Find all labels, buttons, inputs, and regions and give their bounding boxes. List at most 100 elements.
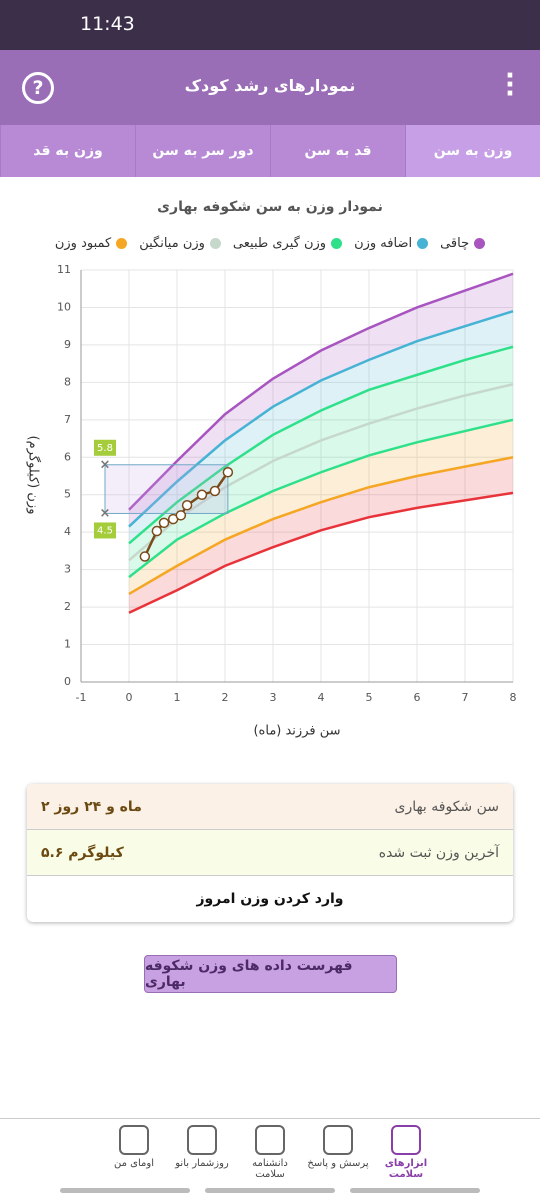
info-row: سن شکوفه بهاری ۲ ماه و ۲۴ روز	[27, 784, 513, 830]
child-point	[151, 525, 163, 537]
y-axis-label: وزن (کیلوگرم)	[26, 436, 42, 515]
tab[interactable]: دور سر به سن	[135, 125, 270, 177]
x-tick-label: -1	[76, 691, 87, 704]
y-tick-label: 2	[64, 600, 71, 613]
y-tick-label: 8	[64, 375, 71, 388]
legend-swatch	[474, 238, 486, 249]
curve	[128, 491, 514, 614]
band	[129, 346, 513, 561]
curve	[128, 383, 514, 562]
legend-label: چاقی	[440, 236, 470, 251]
nav-item[interactable]: روزشمار بانو	[168, 1125, 236, 1180]
curve	[128, 272, 514, 511]
info-row: آخرین وزن ثبت شده ۵.۶ کیلوگرم	[27, 830, 513, 876]
y-tick-label: 4	[64, 525, 71, 538]
tab[interactable]: قد به سن	[270, 125, 405, 177]
nav-label: اومای من	[114, 1158, 154, 1169]
legend-item: وزن گیری طبیعی	[233, 236, 343, 251]
range-box	[104, 464, 229, 514]
legend-swatch	[331, 238, 343, 249]
x-tick-label: 6	[414, 691, 421, 704]
legend-label: کمبود وزن	[54, 236, 112, 251]
range-marker: ×	[100, 457, 111, 472]
menu-button[interactable]: · · ·	[505, 61, 515, 109]
band	[129, 384, 513, 578]
legend-item: اضافه وزن	[354, 236, 429, 251]
x-tick-label: 0	[126, 691, 133, 704]
child-point	[196, 489, 208, 500]
status-bar: 11:43	[0, 0, 540, 50]
y-tick-label: 0	[64, 675, 71, 688]
range-label-bg	[94, 439, 116, 456]
child-point	[139, 551, 151, 562]
tab[interactable]: وزن به قد	[0, 125, 135, 177]
curve	[128, 345, 514, 545]
nav-icon	[323, 1125, 353, 1155]
child-point	[158, 517, 170, 529]
legend: چاقی اضافه وزن وزن گیری طبیعی وزن میانگین کم…	[0, 236, 540, 251]
nav-icon	[119, 1125, 149, 1155]
legend-item: چاقی	[440, 236, 486, 251]
bottom-nav: ابزارهای سلامت پرسش و پاسخ دانشنامه سلامت ر…	[0, 1118, 540, 1180]
info-card: سن شکوفه بهاری ۲ ماه و ۲۴ روز آخرین وزن ث…	[27, 784, 513, 922]
help-button[interactable]: ?	[22, 72, 54, 104]
tabs: وزن به سن قد به سن دور سر به سن وزن به قد	[0, 125, 540, 177]
time: 11:43	[80, 13, 135, 35]
x-tick-label: 7	[462, 691, 469, 704]
gesture-bar	[350, 1188, 480, 1193]
value: ۲ ماه و ۲۴ روز	[41, 798, 142, 815]
x-tick-label: 2	[222, 691, 229, 704]
curve	[128, 456, 514, 596]
legend-item: کمبود وزن	[54, 236, 128, 251]
band	[129, 419, 513, 594]
band	[129, 311, 513, 544]
label: آخرین وزن ثبت شده	[378, 844, 499, 861]
y-tick-label: 7	[64, 413, 71, 426]
list-button[interactable]: فهرست داده های وزن شکوفه بهاری	[144, 955, 397, 993]
x-tick-label: 4	[318, 691, 325, 704]
nav-item[interactable]: ابزارهای سلامت	[372, 1125, 440, 1180]
nav-label: دانشنامه سلامت	[252, 1158, 288, 1180]
band	[129, 457, 513, 613]
child-point	[209, 485, 221, 497]
nav-icon	[391, 1125, 421, 1155]
range-marker: ×	[100, 506, 111, 521]
x-axis-label: سن فرزند (ماه)	[253, 724, 340, 739]
nav-item[interactable]: اومای من	[100, 1125, 168, 1180]
y-tick-label: 11	[57, 263, 71, 276]
app-bar: ? نمودارهای رشد کودک · · ·	[0, 50, 540, 125]
chart-title: نمودار وزن به سن شکوفه بهاری	[157, 199, 383, 215]
band	[129, 273, 513, 527]
title: نمودارهای رشد کودک	[184, 76, 356, 95]
legend-label: اضافه وزن	[354, 236, 413, 251]
add-weight-button[interactable]: وارد کردن وزن امروز	[196, 891, 344, 907]
legend-item: وزن میانگین	[139, 236, 221, 251]
nav-icon	[187, 1125, 217, 1155]
child-point	[181, 499, 193, 511]
child-point	[222, 467, 234, 478]
tab[interactable]: وزن به سن	[405, 125, 540, 177]
y-tick-label: 9	[64, 338, 71, 351]
gesture-bar	[60, 1188, 190, 1193]
nav-item[interactable]: دانشنامه سلامت	[236, 1125, 304, 1180]
legend-swatch	[116, 238, 128, 249]
y-tick-label: 10	[57, 300, 71, 313]
range-label: 4.5	[97, 525, 113, 536]
child-point	[175, 510, 187, 521]
nav-label: پرسش و پاسخ	[307, 1158, 369, 1169]
x-tick-label: 1	[174, 691, 181, 704]
y-tick-label: 5	[64, 488, 71, 501]
legend-swatch	[209, 238, 221, 249]
nav-item[interactable]: پرسش و پاسخ	[304, 1125, 372, 1180]
x-tick-label: 3	[270, 691, 277, 704]
curve	[128, 310, 514, 528]
label: سن شکوفه بهاری	[394, 798, 499, 815]
nav-icon	[255, 1125, 285, 1155]
legend-label: وزن میانگین	[139, 236, 205, 251]
curve	[128, 418, 514, 579]
x-tick-label: 5	[366, 691, 373, 704]
x-tick-label: 8	[510, 691, 517, 704]
legend-swatch	[417, 238, 429, 249]
nav-label: روزشمار بانو	[175, 1158, 229, 1169]
